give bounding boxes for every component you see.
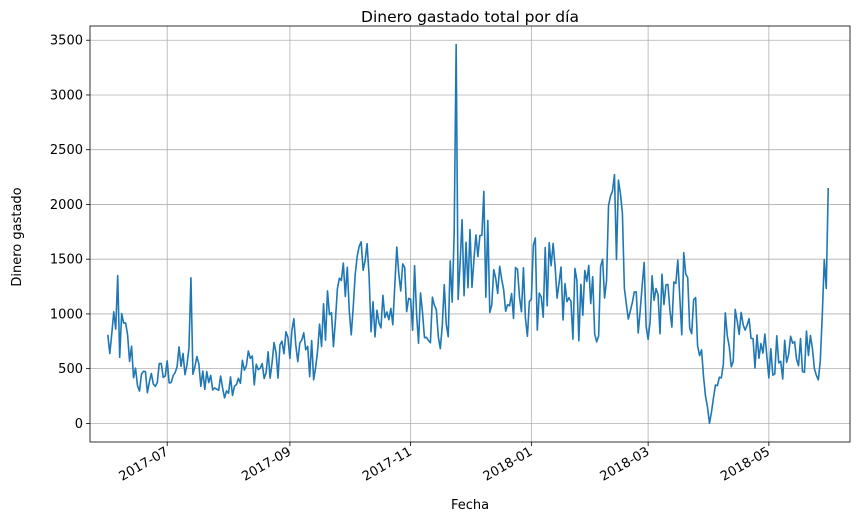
x-tick-label: 2018-01	[481, 444, 536, 484]
x-tick-label: 2017-09	[239, 444, 294, 484]
y-tick-label: 3500	[50, 34, 83, 49]
y-tick-label: 2500	[50, 143, 83, 158]
y-axis-label: Dinero gastado	[10, 187, 25, 286]
y-tick-label: 500	[58, 362, 83, 377]
x-tick-label: 2017-11	[360, 444, 415, 484]
x-tick-label: 2017-07	[117, 444, 172, 484]
series-layer	[107, 43, 830, 425]
chart-title: Dinero gastado total por día	[361, 8, 579, 26]
y-tick-label: 0	[75, 417, 83, 432]
x-axis-label: Fecha	[451, 498, 489, 513]
y-tick-label: 3000	[50, 88, 83, 103]
plot-frame	[89, 25, 851, 443]
series-line	[107, 43, 830, 425]
y-tick-label: 2000	[50, 198, 83, 213]
x-tick-label: 2018-03	[598, 444, 653, 484]
x-tick-label: 2018-05	[718, 444, 773, 484]
y-tick-label: 1000	[50, 307, 83, 322]
y-tick-label: 1500	[50, 253, 83, 268]
